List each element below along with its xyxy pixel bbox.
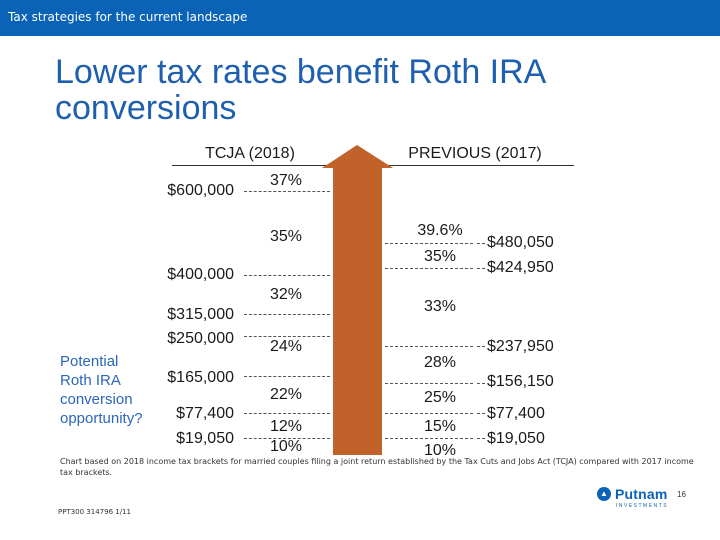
previous-rate: 28%: [423, 354, 457, 371]
tcja-threshold: $600,000: [167, 182, 234, 199]
previous-threshold: $156,150: [487, 373, 554, 390]
arrow-shape: [333, 165, 382, 455]
logo-subtext: INVESTMENTS: [616, 503, 669, 509]
tcja-threshold: $250,000: [167, 330, 234, 347]
callout-line: Roth IRA: [60, 372, 121, 389]
previous-bracket-line: [477, 346, 485, 347]
tcja-rate: 24%: [269, 338, 303, 355]
tcja-threshold: $315,000: [167, 306, 234, 323]
document-code: PPT300 314796 1/11: [58, 508, 131, 516]
tcja-rate: 12%: [269, 418, 303, 435]
previous-bracket-line: [477, 438, 485, 439]
previous-threshold: $237,950: [487, 338, 554, 355]
tcja-rate: 22%: [269, 386, 303, 403]
previous-heading-rule: [374, 165, 574, 166]
tcja-bracket-line: [244, 438, 330, 439]
previous-bracket-line: [385, 413, 473, 414]
previous-bracket-line: [385, 268, 473, 269]
conversion-callout: Potential Roth IRA conversion opportunit…: [60, 352, 143, 428]
footnote: Chart based on 2018 income tax brackets …: [60, 457, 694, 477]
tcja-threshold: $77,400: [176, 405, 234, 422]
tcja-rate: 10%: [269, 438, 303, 455]
previous-heading: PREVIOUS (2017): [408, 145, 542, 162]
previous-bracket-line: [385, 243, 473, 244]
tcja-rate: 37%: [269, 172, 303, 189]
page-number: 16: [677, 490, 686, 499]
previous-rate: 35%: [423, 248, 457, 265]
previous-bracket-line: [477, 383, 485, 384]
previous-rate: 10%: [423, 442, 457, 459]
tcja-bracket-line: [244, 314, 330, 315]
callout-line: conversion: [60, 391, 133, 408]
previous-threshold: $77,400: [487, 405, 545, 422]
callout-line: opportunity?: [60, 410, 143, 427]
arrow-head: [322, 145, 393, 168]
tcja-heading-rule: [172, 165, 330, 166]
logo-text: Putnam: [615, 486, 668, 502]
tcja-bracket-line: [244, 191, 330, 192]
tcja-rate: 32%: [269, 286, 303, 303]
tcja-threshold: $165,000: [167, 369, 234, 386]
previous-bracket-line: [385, 438, 473, 439]
previous-bracket-line: [477, 268, 485, 269]
previous-bracket-line: [477, 243, 485, 244]
tcja-threshold: $19,050: [176, 430, 234, 447]
previous-rate: 25%: [423, 389, 457, 406]
putnam-logo: ▲ Putnam: [597, 486, 668, 502]
tcja-threshold: $400,000: [167, 266, 234, 283]
previous-rate: 15%: [423, 418, 457, 435]
previous-rate: 33%: [423, 298, 457, 315]
putnam-logo-icon: ▲: [597, 487, 611, 501]
section-title: Tax strategies for the current landscape: [8, 10, 248, 24]
tcja-bracket-line: [244, 376, 330, 377]
tcja-rate: 35%: [269, 228, 303, 245]
tcja-bracket-line: [244, 275, 330, 276]
previous-threshold: $424,950: [487, 259, 554, 276]
tcja-bracket-line: [244, 413, 330, 414]
callout-line: Potential: [60, 353, 119, 370]
previous-bracket-line: [477, 413, 485, 414]
previous-bracket-line: [385, 346, 473, 347]
slide-title: Lower tax rates benefit Roth IRA convers…: [55, 53, 545, 127]
previous-threshold: $480,050: [487, 234, 554, 251]
previous-threshold: $19,050: [487, 430, 545, 447]
tcja-heading: TCJA (2018): [205, 145, 295, 162]
header-bar: Tax strategies for the current landscape: [0, 0, 720, 36]
tcja-bracket-line: [244, 336, 330, 337]
previous-rate: 39.6%: [417, 222, 463, 239]
previous-bracket-line: [385, 383, 473, 384]
